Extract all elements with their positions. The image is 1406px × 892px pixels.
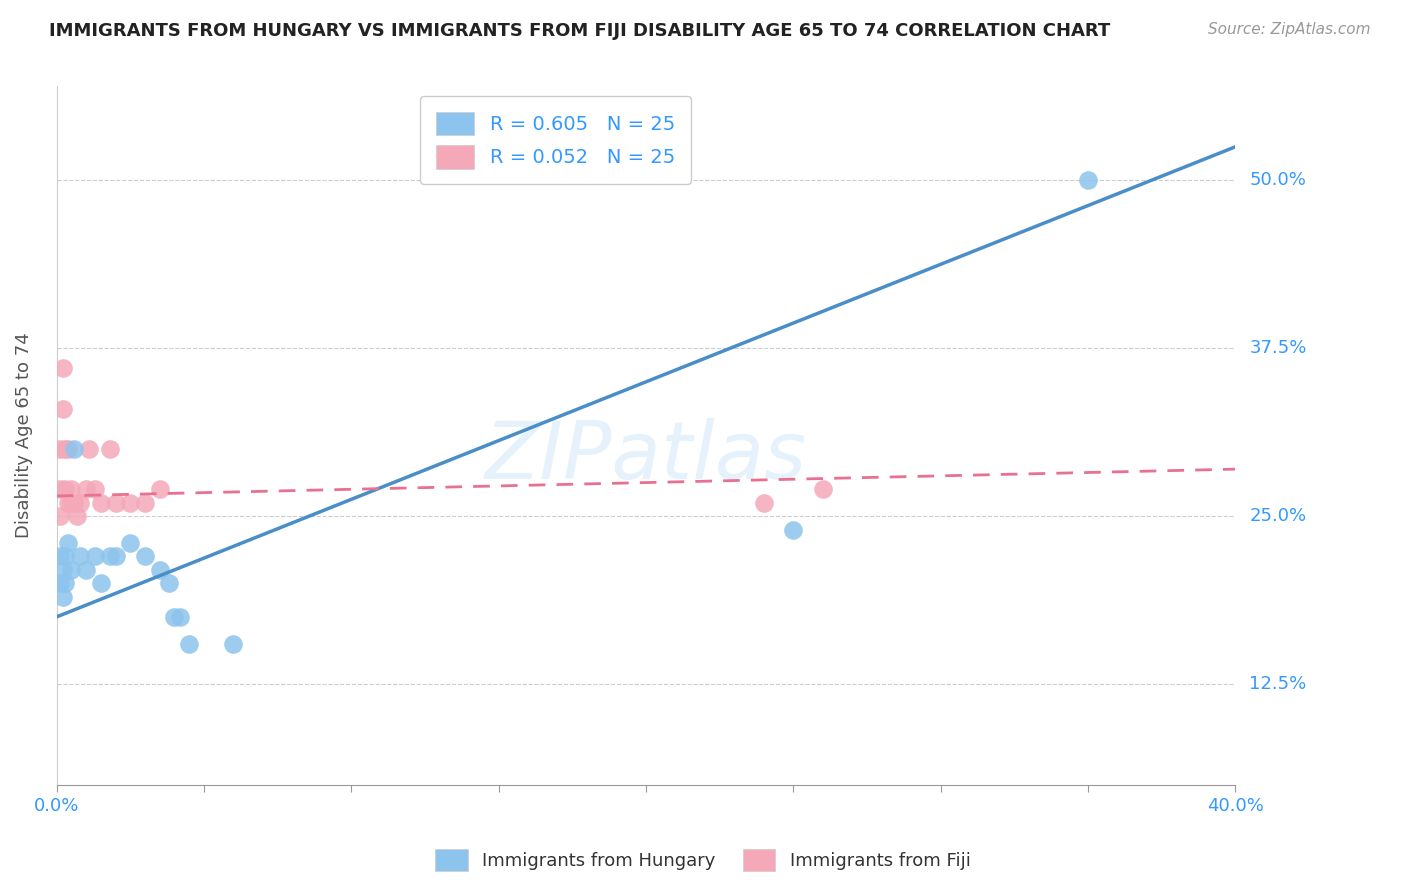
- Point: [55, 576, 77, 591]
- Point: [55, 483, 77, 497]
- Point: [60, 563, 83, 577]
- Point: [63, 496, 86, 510]
- Point: [98, 442, 121, 456]
- Point: [77, 442, 100, 456]
- Point: [69, 496, 91, 510]
- Point: [134, 549, 156, 564]
- Text: 12.5%: 12.5%: [1250, 675, 1306, 693]
- Point: [51, 361, 73, 376]
- Point: [48, 442, 70, 456]
- Point: [1077, 173, 1099, 187]
- Point: [69, 549, 91, 564]
- Point: [104, 496, 127, 510]
- Point: [811, 483, 834, 497]
- Point: [48, 483, 70, 497]
- Point: [163, 610, 186, 624]
- Text: 25.0%: 25.0%: [1250, 508, 1306, 525]
- Point: [58, 496, 80, 510]
- Point: [48, 576, 70, 591]
- Point: [60, 496, 83, 510]
- Point: [55, 549, 77, 564]
- Point: [51, 401, 73, 416]
- Text: ZIPatlas: ZIPatlas: [485, 417, 807, 496]
- Text: Source: ZipAtlas.com: Source: ZipAtlas.com: [1208, 22, 1371, 37]
- Point: [75, 563, 97, 577]
- Point: [120, 496, 142, 510]
- Point: [51, 590, 73, 604]
- Point: [58, 442, 80, 456]
- Point: [84, 549, 107, 564]
- Point: [98, 549, 121, 564]
- Point: [66, 509, 89, 524]
- Point: [134, 496, 156, 510]
- Legend: Immigrants from Hungary, Immigrants from Fiji: Immigrants from Hungary, Immigrants from…: [429, 842, 977, 879]
- Point: [179, 637, 201, 651]
- Point: [60, 483, 83, 497]
- Legend: R = 0.605   N = 25, R = 0.052   N = 25: R = 0.605 N = 25, R = 0.052 N = 25: [420, 96, 690, 185]
- Y-axis label: Disability Age 65 to 74: Disability Age 65 to 74: [15, 333, 32, 539]
- Point: [157, 576, 180, 591]
- Point: [58, 536, 80, 550]
- Text: 50.0%: 50.0%: [1250, 171, 1306, 189]
- Point: [752, 496, 775, 510]
- Point: [90, 496, 112, 510]
- Point: [149, 483, 172, 497]
- Point: [84, 483, 107, 497]
- Point: [782, 523, 804, 537]
- Point: [51, 563, 73, 577]
- Point: [222, 637, 245, 651]
- Point: [48, 509, 70, 524]
- Point: [63, 442, 86, 456]
- Point: [75, 483, 97, 497]
- Point: [169, 610, 191, 624]
- Text: 37.5%: 37.5%: [1250, 339, 1306, 358]
- Point: [149, 563, 172, 577]
- Text: IMMIGRANTS FROM HUNGARY VS IMMIGRANTS FROM FIJI DISABILITY AGE 65 TO 74 CORRELAT: IMMIGRANTS FROM HUNGARY VS IMMIGRANTS FR…: [49, 22, 1111, 40]
- Point: [48, 549, 70, 564]
- Point: [90, 576, 112, 591]
- Point: [55, 442, 77, 456]
- Point: [104, 549, 127, 564]
- Point: [120, 536, 142, 550]
